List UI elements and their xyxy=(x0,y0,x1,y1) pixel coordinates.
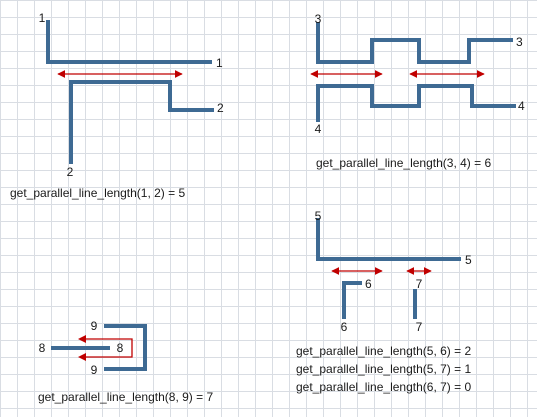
wire-2 xyxy=(69,80,214,164)
label-line1-start: 1 xyxy=(39,11,46,25)
wire-3 xyxy=(316,22,513,64)
caption-6-7: get_parallel_line_length(6, 7) = 0 xyxy=(296,380,471,394)
example-3-4: 3 3 4 4 get_parallel_line_length(3, 4) =… xyxy=(310,12,525,170)
overlap-loop-8-9 xyxy=(80,338,133,358)
label-line7-end: 7 xyxy=(416,277,423,291)
label-line7-start: 7 xyxy=(416,320,423,334)
label-line6-end: 6 xyxy=(365,277,372,291)
label-line1-end: 1 xyxy=(216,56,223,70)
label-line5-start: 5 xyxy=(315,209,322,223)
label-line8-end: 8 xyxy=(117,341,124,355)
label-line2-start: 2 xyxy=(67,165,74,179)
overlap-arrowhead-8-9-top xyxy=(78,335,86,343)
caption-1-2: get_parallel_line_length(1, 2) = 5 xyxy=(10,186,185,200)
label-line9-bottom: 9 xyxy=(91,363,98,377)
caption-3-4: get_parallel_line_length(3, 4) = 6 xyxy=(316,156,491,170)
label-line3-start: 3 xyxy=(315,12,322,26)
example-8-9: 9 9 8 8 get_parallel_line_length(8, 9) =… xyxy=(38,319,213,404)
wire-4 xyxy=(316,84,516,122)
caption-5-6: get_parallel_line_length(5, 6) = 2 xyxy=(296,344,471,358)
wire-5 xyxy=(316,218,461,261)
caption-5-7: get_parallel_line_length(5, 7) = 1 xyxy=(296,362,471,376)
label-line9-top: 9 xyxy=(91,319,98,333)
wire-6 xyxy=(342,281,362,319)
label-line4-end: 4 xyxy=(518,99,525,113)
label-line4-start: 4 xyxy=(315,122,322,136)
label-line5-end: 5 xyxy=(465,253,472,267)
example-5-6-7: 5 5 6 6 7 7 get_parallel_line_length(5, … xyxy=(296,209,472,394)
label-line2-end: 2 xyxy=(217,101,224,115)
caption-8-9: get_parallel_line_length(8, 9) = 7 xyxy=(38,390,213,404)
label-line8-start: 8 xyxy=(39,341,46,355)
label-line6-start: 6 xyxy=(341,320,348,334)
wire-1 xyxy=(46,20,212,64)
overlap-arrowhead-8-9-bottom xyxy=(78,353,86,361)
example-1-2: 1 1 2 2 get_parallel_line_length(1, 2) =… xyxy=(10,11,224,200)
label-line3-end: 3 xyxy=(516,35,523,49)
wire-9 xyxy=(104,324,147,371)
